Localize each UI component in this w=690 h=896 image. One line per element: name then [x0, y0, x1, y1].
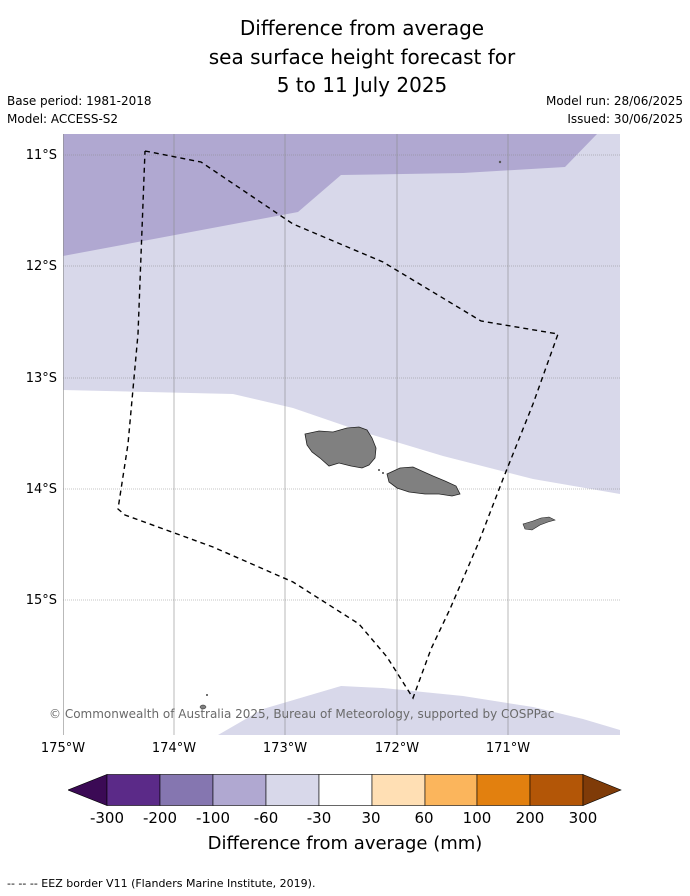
lat-label-13s: 13°S — [25, 371, 57, 386]
map-panel — [63, 134, 620, 735]
islet-north — [498, 160, 502, 164]
title-line-3: 5 to 11 July 2025 — [276, 73, 448, 97]
lat-label-11s: 11°S — [25, 148, 57, 163]
lon-label-174w: 174°W — [151, 741, 197, 756]
lat-label-12s: 12°S — [25, 259, 57, 274]
colorbar-label-m30: -30 — [306, 809, 332, 827]
grid-lines — [63, 134, 620, 735]
issued-date: Issued: 30/06/2025 — [567, 112, 683, 126]
colorbar-segment-6 — [371, 774, 426, 806]
colorbar-segment-1 — [106, 774, 161, 806]
lat-label-15s: 15°S — [25, 593, 57, 608]
model-run: Model run: 28/06/2025 — [545, 94, 683, 108]
colorbar-label-m300: -300 — [89, 809, 125, 827]
colorbar-label-m60: -60 — [253, 809, 279, 827]
colorbar-label-m200: -200 — [142, 809, 178, 827]
colorbar-segment-7 — [424, 774, 478, 806]
anomaly-band-medium-north — [63, 134, 597, 256]
model-name: Model: ACCESS-S2 — [7, 112, 119, 126]
map-title: Difference from average sea surface heig… — [0, 14, 690, 100]
title-line-1: Difference from average — [239, 16, 485, 40]
lat-label-14s: 14°S — [25, 482, 57, 497]
colorbar-label-60: 60 — [414, 809, 434, 827]
colorbar-segment-4 — [265, 774, 320, 806]
island-tutuila — [522, 516, 556, 531]
lon-label-171w: 171°W — [485, 741, 531, 756]
colorbar-segment-3 — [212, 774, 267, 806]
island-upolu — [386, 466, 461, 497]
lon-label-175w: 175°W — [40, 741, 86, 756]
lon-label-172w: 172°W — [374, 741, 420, 756]
colorbar-title: Difference from average (mm) — [207, 833, 483, 854]
islet-southwest-2 — [206, 694, 208, 696]
colorbar-extend-high — [582, 774, 622, 806]
colorbar-segment-5 — [318, 774, 373, 806]
eez-border — [117, 150, 559, 700]
colorbar-label-200: 200 — [515, 809, 545, 827]
islet-southwest — [199, 704, 207, 710]
colorbar — [68, 774, 622, 806]
lon-label-173w: 173°W — [262, 741, 308, 756]
title-line-2: sea surface height forecast for — [208, 44, 516, 69]
islet-manono — [378, 469, 380, 471]
colorbar-label-300: 300 — [568, 809, 598, 827]
island-savaii — [304, 426, 377, 469]
islet-apolima — [382, 472, 384, 474]
anomaly-band-light-south — [218, 686, 620, 735]
colorbar-segment-8 — [476, 774, 531, 806]
colorbar-label-m100: -100 — [195, 809, 231, 827]
colorbar-label-30: 30 — [361, 809, 381, 827]
base-period: Base period: 1981-2018 — [7, 94, 152, 108]
colorbar-extend-low — [68, 774, 108, 806]
colorbar-segment-2 — [159, 774, 214, 806]
colorbar-label-100: 100 — [462, 809, 492, 827]
eez-legend: -- -- -- EEZ border V11 (Flanders Marine… — [7, 877, 316, 890]
colorbar-segment-9 — [529, 774, 584, 806]
credit-text: © Commonwealth of Australia 2025, Bureau… — [49, 707, 555, 721]
